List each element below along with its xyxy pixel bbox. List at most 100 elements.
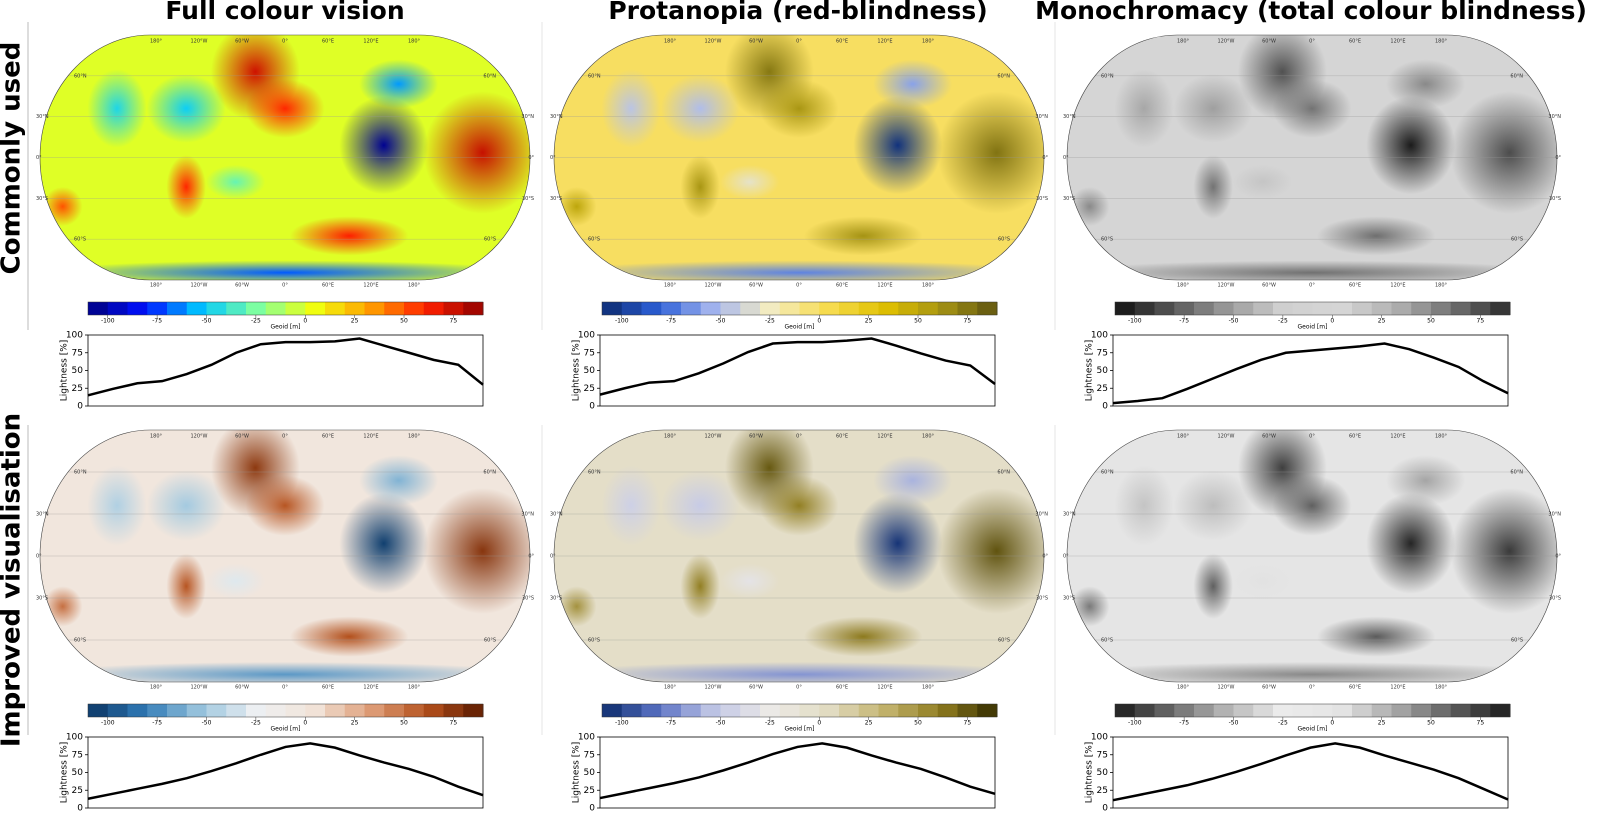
lon-label: 0° [1309,434,1315,440]
map-region [1316,216,1436,256]
y-tick-label: 25 [72,786,83,796]
map-region [1067,661,1557,682]
colorbar-segment [681,302,702,315]
map-region [601,465,661,546]
map-region [719,164,780,200]
colorbar-segment [443,302,464,315]
y-tick-label: 50 [72,768,84,778]
colorbar-segment [325,704,346,717]
y-tick-label: 100 [1091,733,1108,743]
lon-label: 120°W [191,685,208,691]
colorbar-segment [858,704,879,717]
map-region [1067,260,1557,280]
lat-label: 60°S [998,237,1010,243]
lat-label: 30°S [1063,196,1075,202]
lon-label: 60°W [235,39,249,45]
colorbar-tick-label: -25 [765,318,775,325]
colorbar-tick-label: -100 [101,318,115,325]
lat-label: 0° [36,554,42,560]
map-region [554,661,1044,682]
colorbar-segment [226,302,247,315]
lat-label: 60°N [997,470,1010,476]
colorbar-tick-label: 50 [400,720,408,727]
y-axis-label: Lightness [%] [60,340,70,402]
colorbar-segment [127,704,148,717]
y-tick-label: 50 [584,366,596,376]
colorbar-segment [839,704,860,717]
lat-label: 30°S [522,596,534,602]
y-tick-label: 0 [77,804,83,814]
map-region [719,563,780,599]
colorbar-tick-label: 0 [817,720,821,727]
lat-label: 30°S [36,196,48,202]
colorbar-segment [1312,704,1333,717]
y-tick-label: 50 [1097,366,1109,376]
colorbar-tick-label: 0 [303,720,307,727]
colorbar-tick-label: 0 [817,318,821,325]
lon-label: 60°E [836,685,848,691]
lon-label: 60°E [322,685,334,691]
map-region [937,487,1044,614]
colorbar-tick-label: 75 [450,720,458,727]
column-title: Protanopia (red-blindness) [608,0,987,25]
y-tick-label: 25 [584,786,595,796]
map-outline [39,429,531,683]
colorbar-segment [186,704,207,717]
lon-label: 180° [922,39,935,45]
colorbar-tick-label: -50 [202,720,212,727]
y-axis-label: Lightness [%] [1085,340,1095,402]
lon-label: 120°E [877,434,892,440]
y-tick-label: 50 [584,768,596,778]
colorbar-segment [957,704,978,717]
colorbar-segment [1273,302,1294,315]
colorbar-label: Geoid [m] [271,726,301,733]
map-region [359,455,439,506]
line [1112,342,1509,405]
lon-label: 180° [664,283,677,289]
y-axis-label: Lightness [%] [60,742,70,804]
lat-label: 0° [528,554,534,560]
map-region [289,216,409,256]
y-tick-label: 75 [1097,348,1108,358]
colorbar-segment [1312,302,1333,315]
map-region [873,455,953,506]
map-region [873,59,953,109]
map-region [1450,487,1557,614]
colorbar-segment [1115,704,1136,717]
lat-label: 60°N [74,470,87,476]
colorbar-segment [1490,302,1511,315]
lon-label: 60°E [836,434,848,440]
map-region [1114,69,1174,148]
colorbar-segment [1134,302,1155,315]
lon-label: 60°E [1349,39,1361,45]
colorbar-tick-label: -100 [1128,318,1142,325]
map [40,35,530,280]
lat-label: 0° [1042,155,1048,161]
colorbar-segment [1154,302,1175,315]
colorbar-label: Geoid [m] [1298,324,1328,331]
lon-label: 60°E [1349,434,1361,440]
lat-label: 30°N [1035,512,1048,518]
colorbar-segment [305,302,326,315]
lat-label: 30°N [521,512,534,518]
map [554,430,1044,682]
colorbar-outline [1114,703,1511,718]
colorbar-segment [265,704,286,717]
map-region [146,74,226,143]
colorbar-segment [641,302,662,315]
map-region [759,475,839,536]
colorbar-tick-label: -75 [1179,720,1189,727]
colorbar-tick-label: 25 [351,720,359,727]
colorbar-segment [858,302,879,315]
colorbar-tick-label: 25 [865,720,873,727]
lat-label: 60°S [74,237,86,243]
colorbar-segment [246,704,267,717]
map-region [660,470,740,541]
lat-label: 60°S [484,237,496,243]
y-tick-label: 25 [1097,786,1108,796]
colorbar-segment [344,704,365,717]
lat-label: 60°S [588,638,600,644]
lat-label: 60°N [588,470,601,476]
map-region [1386,455,1466,506]
